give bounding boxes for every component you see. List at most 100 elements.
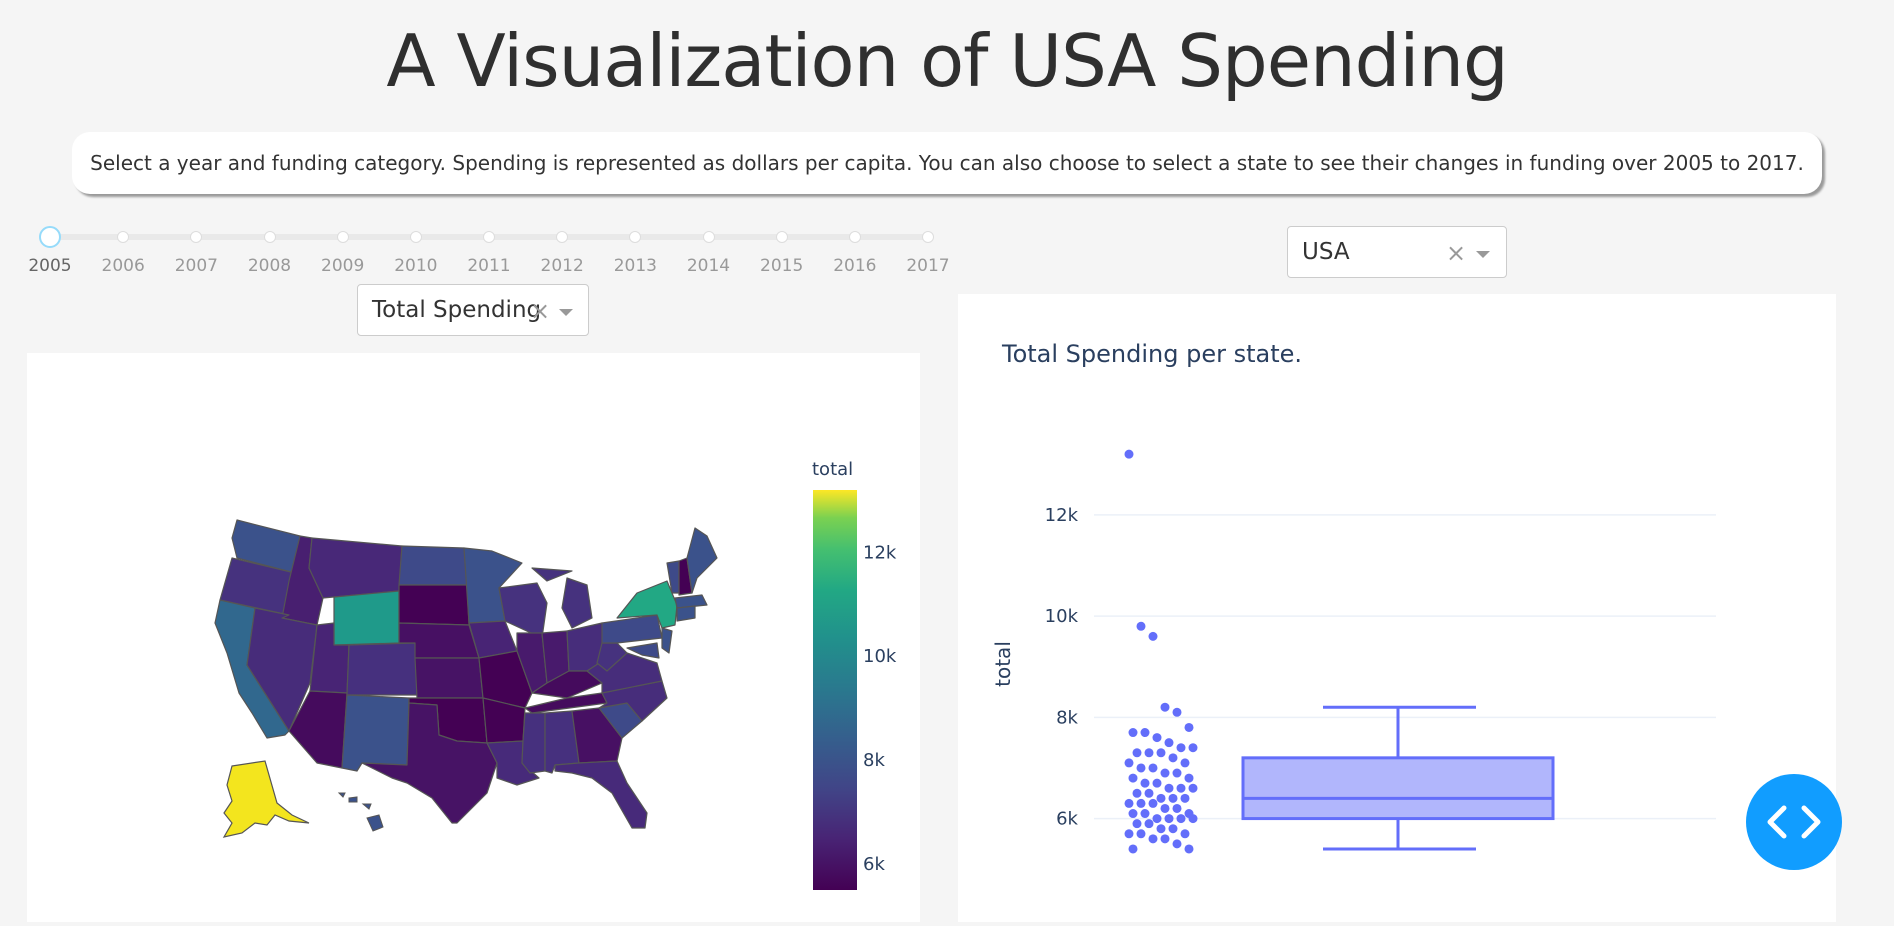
data-point[interactable] xyxy=(1152,778,1162,788)
data-point[interactable] xyxy=(1128,773,1138,783)
state-co[interactable] xyxy=(346,642,418,696)
state-ms[interactable] xyxy=(521,712,546,774)
data-point[interactable] xyxy=(1184,722,1194,732)
data-point[interactable] xyxy=(1160,834,1170,844)
data-point[interactable] xyxy=(1172,768,1182,778)
data-point[interactable] xyxy=(1128,809,1138,819)
data-point[interactable] xyxy=(1136,621,1146,631)
slider-dot[interactable] xyxy=(848,231,861,243)
state-me[interactable] xyxy=(686,527,718,594)
slider-dot[interactable] xyxy=(190,231,203,243)
slider-mark-2017[interactable]: 2017 xyxy=(906,256,950,276)
slider-dot[interactable] xyxy=(775,231,788,243)
data-point[interactable] xyxy=(1148,631,1158,641)
state-nc[interactable] xyxy=(598,680,668,722)
data-point[interactable] xyxy=(1184,844,1194,854)
chevron-down-icon[interactable] xyxy=(1476,251,1490,258)
clear-icon[interactable]: × xyxy=(1446,239,1467,267)
code-toggle-button[interactable] xyxy=(1746,774,1842,870)
data-point[interactable] xyxy=(1124,798,1134,808)
data-point[interactable] xyxy=(1164,738,1174,748)
data-point[interactable] xyxy=(1172,839,1182,849)
slider-mark-2015[interactable]: 2015 xyxy=(760,256,804,276)
slider-dot[interactable] xyxy=(922,231,934,243)
data-point[interactable] xyxy=(1160,803,1170,813)
state-ct[interactable] xyxy=(676,605,696,622)
slider-dot[interactable] xyxy=(409,231,422,243)
data-point[interactable] xyxy=(1184,773,1194,783)
data-point[interactable] xyxy=(1148,798,1158,808)
data-point[interactable] xyxy=(1160,768,1170,778)
slider-dot[interactable] xyxy=(629,231,642,243)
slider-dot[interactable] xyxy=(117,231,130,243)
data-point[interactable] xyxy=(1156,824,1166,834)
data-point[interactable] xyxy=(1164,814,1174,824)
data-point[interactable] xyxy=(1132,788,1142,798)
slider-mark-2007[interactable]: 2007 xyxy=(174,256,218,276)
year-slider[interactable]: 2005 2006 2007 2008 2009 2010 2011 2012 2013 2014… xyxy=(28,225,950,285)
data-point[interactable] xyxy=(1168,824,1178,834)
state-md[interactable] xyxy=(626,642,660,659)
category-dropdown[interactable]: Total Spending × xyxy=(357,284,589,336)
data-point[interactable] xyxy=(1144,788,1154,798)
state-mo[interactable] xyxy=(478,650,533,709)
data-point[interactable] xyxy=(1160,702,1170,712)
slider-mark-2011[interactable]: 2011 xyxy=(467,256,511,276)
data-point[interactable] xyxy=(1172,707,1182,717)
data-point[interactable] xyxy=(1172,803,1182,813)
data-point[interactable] xyxy=(1124,829,1134,839)
data-point[interactable] xyxy=(1124,758,1134,768)
state-pa[interactable] xyxy=(601,614,663,644)
state-ks[interactable] xyxy=(414,657,484,699)
data-point[interactable] xyxy=(1188,743,1198,753)
state-sd[interactable] xyxy=(398,584,470,626)
slider-mark-2008[interactable]: 2008 xyxy=(247,256,292,276)
state-dropdown[interactable]: USA × xyxy=(1287,226,1507,278)
data-point[interactable] xyxy=(1168,793,1178,803)
slider-mark-2014[interactable]: 2014 xyxy=(686,256,731,276)
slider-mark-2016[interactable]: 2016 xyxy=(833,256,877,276)
data-point[interactable] xyxy=(1128,844,1138,854)
data-point[interactable] xyxy=(1148,763,1158,773)
slider-mark-2012[interactable]: 2012 xyxy=(540,256,584,276)
data-point[interactable] xyxy=(1136,829,1146,839)
data-point[interactable] xyxy=(1144,748,1154,758)
data-point[interactable] xyxy=(1188,783,1198,793)
state-hi[interactable] xyxy=(337,792,384,832)
slider-mark-2010[interactable]: 2010 xyxy=(394,256,438,276)
state-wy[interactable] xyxy=(333,590,400,646)
slider-mark-2013[interactable]: 2013 xyxy=(613,256,657,276)
slider-dot[interactable] xyxy=(483,231,495,243)
state-mt[interactable] xyxy=(308,537,403,599)
slider-dot[interactable] xyxy=(336,231,349,243)
slider-dot[interactable] xyxy=(556,231,569,243)
data-point[interactable] xyxy=(1176,783,1186,793)
data-point[interactable] xyxy=(1128,728,1138,738)
data-point[interactable] xyxy=(1132,819,1142,829)
data-point[interactable] xyxy=(1156,793,1166,803)
us-states[interactable] xyxy=(214,519,718,829)
clear-icon[interactable]: × xyxy=(530,297,551,325)
data-point[interactable] xyxy=(1148,834,1158,844)
state-nm[interactable] xyxy=(341,694,410,772)
slider-dot[interactable] xyxy=(263,231,276,243)
data-point[interactable] xyxy=(1140,778,1150,788)
choropleth-map[interactable]: total 12k 10k 8k 6k xyxy=(27,353,920,922)
chevron-down-icon[interactable] xyxy=(559,309,573,316)
data-point[interactable] xyxy=(1124,449,1134,459)
data-point[interactable] xyxy=(1152,733,1162,743)
box-plot[interactable]: Total Spending per state. total 6k 8k 10k 1… xyxy=(958,294,1836,922)
data-point[interactable] xyxy=(1136,798,1146,808)
state-tx[interactable] xyxy=(361,702,498,824)
state-ma[interactable] xyxy=(674,594,708,609)
slider-mark-2005[interactable]: 2005 xyxy=(28,256,72,276)
data-point[interactable] xyxy=(1152,814,1162,824)
data-point[interactable] xyxy=(1180,793,1190,803)
data-point[interactable] xyxy=(1140,728,1150,738)
state-nj[interactable] xyxy=(661,627,673,654)
state-az[interactable] xyxy=(288,690,348,769)
data-point[interactable] xyxy=(1168,753,1178,763)
slider-mark-2006[interactable]: 2006 xyxy=(101,256,145,276)
data-point[interactable] xyxy=(1180,758,1190,768)
data-point[interactable] xyxy=(1132,748,1142,758)
